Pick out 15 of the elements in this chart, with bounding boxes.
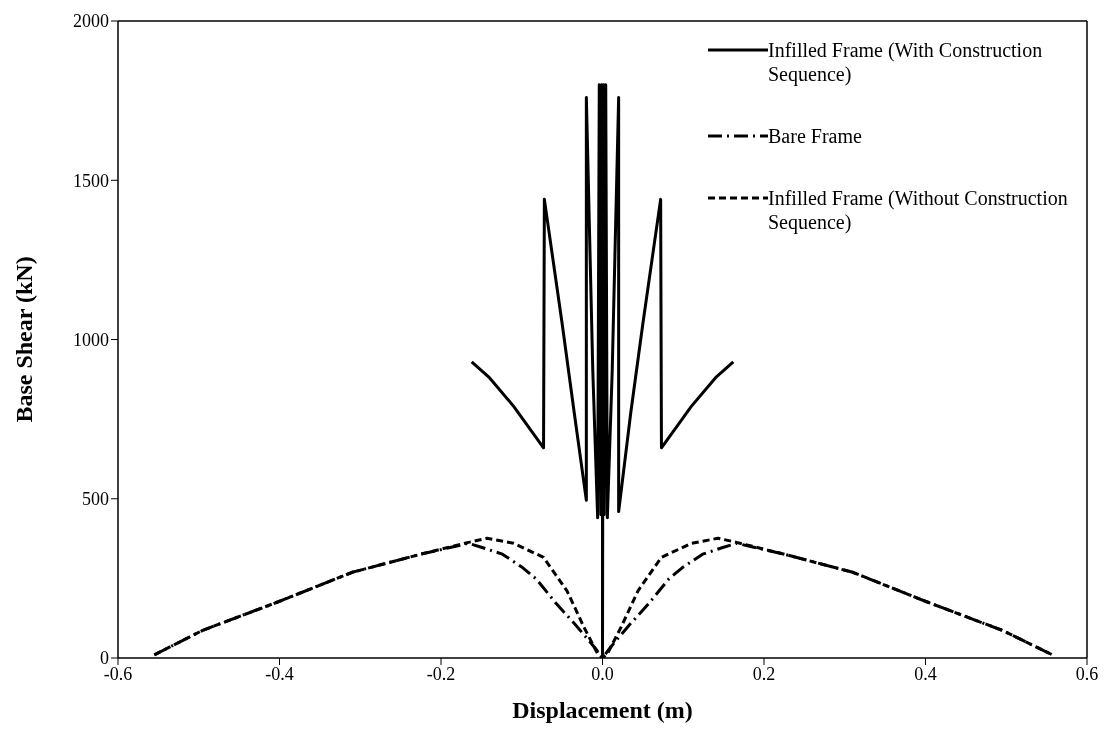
x-tick-label: -0.4 bbox=[265, 663, 294, 684]
legend-label: Infilled Frame (Without Construction Sequence) bbox=[768, 186, 1068, 234]
y-axis-title: Base Shear (kN) bbox=[10, 256, 37, 423]
x-tick-label: 0.2 bbox=[752, 663, 776, 684]
legend-label: Infilled Frame (With Construction Sequence) bbox=[768, 38, 1044, 86]
x-axis-title: Displacement (m) bbox=[512, 697, 693, 723]
x-tick-label: -0.2 bbox=[426, 663, 456, 684]
y-tick-label: 2000 bbox=[73, 11, 109, 32]
legend-label: Bare Frame bbox=[768, 124, 863, 148]
y-tick-label: 1500 bbox=[73, 170, 109, 191]
y-tick-label: 500 bbox=[82, 489, 109, 510]
y-tick-label: 1000 bbox=[73, 329, 109, 350]
x-tick-label: 0.4 bbox=[914, 663, 937, 684]
x-tick-label: 0.0 bbox=[591, 663, 614, 684]
x-tick-label: 0.6 bbox=[1075, 663, 1099, 684]
